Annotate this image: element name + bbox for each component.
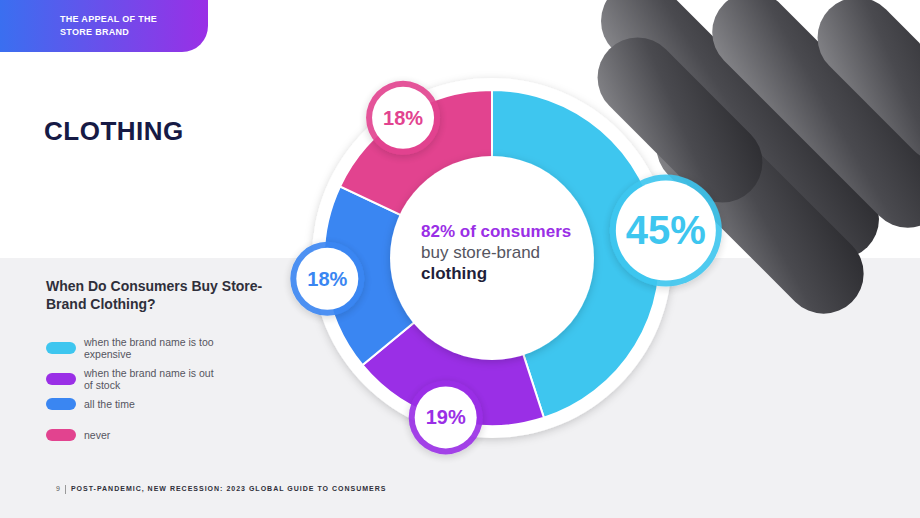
legend-text: when the brand name is too expensive [84,336,214,360]
legend-text: never [84,429,214,441]
center-annotation: buy store-brand [421,243,540,262]
legend-item: when the brand name is out of stock [46,367,246,391]
section-tab [0,0,208,52]
donut-center [390,156,594,360]
data-label: 18% [383,107,423,129]
legend-swatch [46,429,76,441]
data-label: 45% [626,208,706,252]
label-bubble [415,386,477,448]
photo-capsule [801,0,920,179]
data-labels: 45% 19% 18% 18% [290,81,722,455]
page-number: 9 [56,485,61,492]
legend-title: When Do Consumers Buy Store-Brand Clothi… [46,277,266,313]
legend-item: when the brand name is too expensive [46,336,246,360]
label-bubble [616,180,716,280]
legend-swatch [46,373,76,385]
center-annotation: 82% of consumers [421,222,571,241]
data-label: 18% [307,268,347,290]
label-ring [290,242,364,316]
footer-divider [65,485,66,494]
footer-text: POST-PANDEMIC, NEW RECESSION: 2023 GLOBA… [71,485,387,492]
legend-item: all the time [46,398,246,410]
label-bubble [296,248,358,310]
heading: CLOTHING [44,116,184,147]
legend-text: when the brand name is out of stock [84,367,214,391]
footer: 9 POST-PANDEMIC, NEW RECESSION: 2023 GLOB… [56,485,386,494]
section-label: THE APPEAL OF THE STORE BRAND [60,13,190,39]
label-bubble [372,87,434,149]
label-ring [366,81,440,155]
stage: 45% 19% 18% 18% 82% of consumers buy store-br… [0,0,920,518]
data-label: 19% [426,406,466,428]
legend-swatch [46,342,76,354]
legend-swatch [46,398,76,410]
label-ring [610,174,722,286]
center-annotation: clothing [421,264,487,283]
label-ring [409,380,483,454]
legend-text: all the time [84,398,214,410]
legend-item: never [46,429,246,441]
